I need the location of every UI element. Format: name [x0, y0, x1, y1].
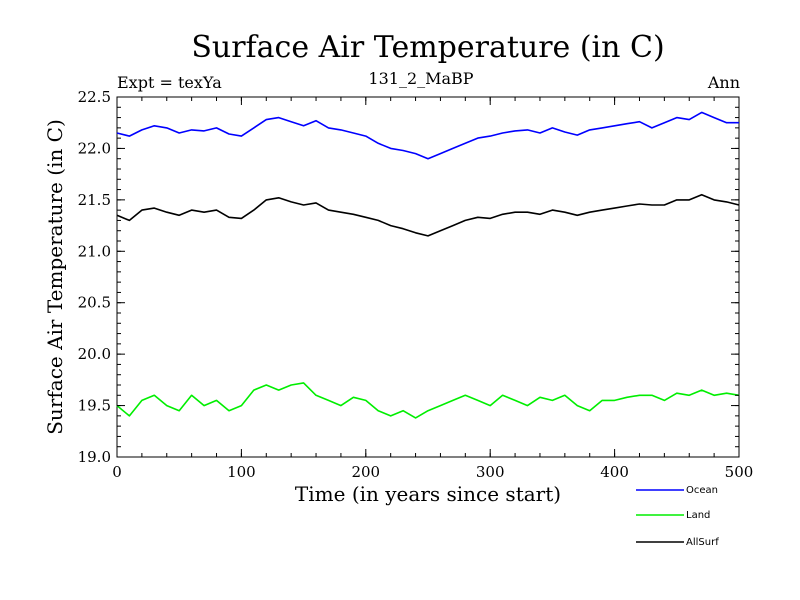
- series-line-allsurf: [116, 193, 740, 237]
- x-tick-label: 100: [227, 463, 256, 481]
- legend-label-land: Land: [686, 510, 710, 521]
- chart-title: Surface Air Temperature (in C): [191, 30, 664, 65]
- y-tick-label: 22.0: [78, 139, 111, 157]
- y-tick-label: 19.0: [78, 448, 111, 466]
- legend-label-allsurf: AllSurf: [686, 537, 719, 548]
- series-layer: [116, 111, 740, 419]
- series-line-land: [116, 382, 740, 419]
- legend-label-ocean: Ocean: [686, 485, 718, 496]
- y-tick-label: 21.5: [78, 191, 111, 209]
- x-tick-label: 500: [725, 463, 754, 481]
- y-tick-label: 22.5: [78, 88, 111, 106]
- tick-layer: 0 100 200 300 400 500 19.0 19.5 20.0 20.5 21.0 21.5…: [78, 88, 754, 481]
- chart-subtitle: 131_2_MaBP: [368, 69, 473, 88]
- y-tick-label: 19.5: [78, 397, 111, 415]
- x-tick-label: 200: [351, 463, 380, 481]
- experiment-label: Expt = texYa: [117, 73, 222, 92]
- x-axis-label: Time (in years since start): [295, 482, 561, 506]
- y-tick-label: 21.0: [78, 242, 111, 260]
- x-tick-label: 0: [112, 463, 122, 481]
- y-tick-label: 20.0: [78, 345, 111, 363]
- y-axis-label: Surface Air Temperature (in C): [43, 119, 67, 435]
- x-tick-label: 300: [476, 463, 505, 481]
- season-label: Ann: [707, 73, 740, 92]
- series-line-ocean: [116, 111, 739, 160]
- y-tick-label: 20.5: [78, 294, 111, 312]
- plot-frame: [116, 96, 740, 458]
- legend: Ocean Land AllSurf: [636, 485, 719, 548]
- x-tick-label: 400: [600, 463, 629, 481]
